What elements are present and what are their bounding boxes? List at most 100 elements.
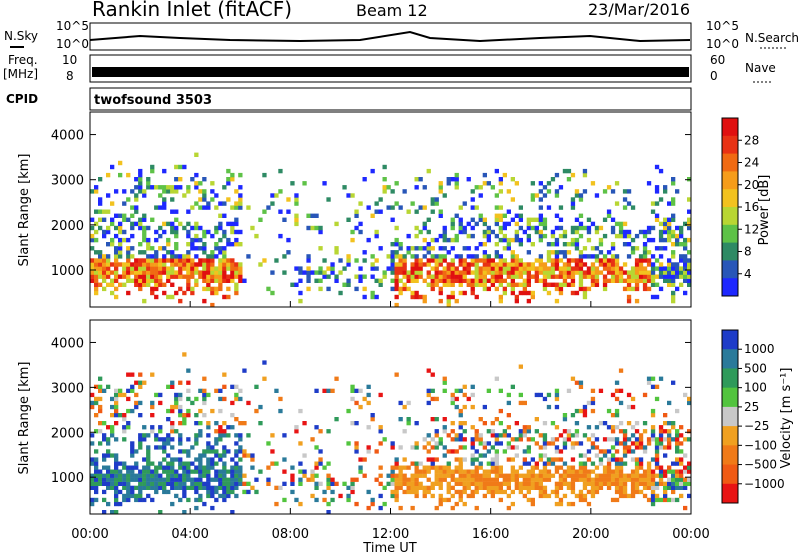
heatmap-cell: [430, 237, 435, 243]
heatmap-cell: [170, 258, 175, 263]
heatmap-cell: [538, 392, 543, 398]
heatmap-cell: [422, 221, 427, 227]
heatmap-cell: [490, 457, 495, 462]
heatmap-cell: [426, 262, 431, 267]
heatmap-cell: [522, 278, 527, 283]
heatmap-cell: [238, 421, 243, 426]
heatmap-cell: [675, 274, 680, 279]
heatmap-cell: [166, 384, 171, 389]
cpid-value: twofsound 3503: [94, 93, 212, 108]
heatmap-cell: [687, 461, 692, 466]
heatmap-cell: [206, 481, 211, 486]
heatmap-cell: [486, 258, 491, 263]
heatmap-cell: [498, 254, 503, 259]
heatmap-cell: [338, 258, 343, 263]
heatmap-cell: [667, 441, 672, 446]
heatmap-cell: [354, 477, 359, 482]
heatmap-cell: [514, 294, 519, 300]
heatmap-cell: [410, 262, 415, 267]
heatmap-cell: [138, 262, 143, 267]
heatmap-cell: [110, 262, 115, 267]
heatmap-cell: [462, 445, 467, 450]
heatmap-cell: [138, 481, 143, 486]
heatmap-cell: [622, 477, 628, 482]
heatmap-cell: [242, 421, 247, 426]
heatmap-cell: [294, 217, 299, 222]
heatmap-cell: [402, 258, 407, 263]
heatmap-cell: [486, 233, 491, 239]
heatmap-cell: [118, 237, 123, 243]
heatmap-cell: [134, 193, 139, 198]
heatmap-cell: [675, 461, 680, 466]
heatmap-cell: [586, 501, 592, 507]
heatmap-cell: [578, 441, 584, 446]
heatmap-cell: [658, 229, 664, 235]
heatmap-cell: [566, 433, 572, 438]
heatmap-cell: [610, 469, 616, 474]
heatmap-cell: [562, 270, 568, 275]
heatmap-cell: [198, 262, 203, 267]
heatmap-cell: [582, 274, 588, 279]
heatmap-cell: [610, 392, 616, 398]
heatmap-cell: [582, 433, 588, 438]
heatmap-cell: [266, 477, 271, 482]
velocity-ylabel: Slant Range [km]: [17, 362, 32, 475]
heatmap-cell: [262, 209, 267, 214]
heatmap-cell: [170, 294, 175, 300]
heatmap-cell: [490, 270, 495, 275]
ytick-label: 2000: [51, 219, 84, 234]
heatmap-cell: [94, 489, 99, 495]
heatmap-cell: [310, 473, 315, 478]
heatmap-cell: [542, 437, 548, 442]
heatmap-cell: [526, 461, 531, 466]
heatmap-cell: [562, 168, 568, 174]
heatmap-cell: [106, 209, 111, 214]
heatmap-cell: [150, 497, 155, 503]
heatmap-cell: [198, 388, 203, 393]
heatmap-cell: [110, 425, 115, 430]
heatmap-cell: [622, 229, 628, 235]
heatmap-cell: [390, 441, 395, 446]
heatmap-cell: [186, 262, 191, 267]
heatmap-cell: [658, 477, 664, 482]
heatmap-cell: [654, 274, 660, 279]
heatmap-cell: [574, 225, 580, 231]
heatmap-cell: [374, 201, 379, 206]
heatmap-cell: [646, 278, 652, 283]
heatmap-cell: [494, 205, 499, 210]
heatmap-cell: [230, 242, 235, 247]
heatmap-cell: [154, 229, 159, 235]
heatmap-cell: [558, 477, 564, 482]
heatmap-cell: [222, 445, 227, 450]
heatmap-cell: [562, 417, 568, 422]
heatmap-cell: [158, 437, 163, 442]
heatmap-cell: [534, 465, 539, 470]
heatmap-cell: [510, 177, 515, 182]
heatmap-cell: [470, 384, 475, 389]
heatmap-cell: [622, 197, 628, 202]
heatmap-cell: [238, 449, 243, 454]
heatmap-cell: [634, 429, 640, 434]
heatmap-cell: [570, 376, 576, 381]
heatmap-cell: [370, 213, 375, 218]
heatmap-cell: [514, 254, 519, 259]
heatmap-cell: [646, 441, 652, 446]
heatmap-cell: [390, 189, 395, 194]
heatmap-cell: [110, 396, 115, 402]
heatmap-cell: [294, 429, 299, 434]
heatmap-cell: [318, 278, 323, 283]
heatmap-cell: [687, 177, 692, 182]
heatmap-cell: [302, 469, 307, 474]
heatmap-cell: [158, 485, 163, 490]
heatmap-cell: [190, 485, 195, 490]
heatmap-cell: [518, 437, 523, 442]
heatmap-cell: [122, 189, 127, 194]
heatmap-cell: [510, 465, 515, 470]
heatmap-cell: [458, 225, 463, 231]
heatmap-cell: [542, 489, 548, 495]
heatmap-cell: [202, 270, 207, 275]
heatmap-cell: [170, 209, 175, 214]
heatmap-cell: [118, 413, 123, 418]
heatmap-cell: [106, 270, 111, 275]
colorbar-swatch: [722, 242, 738, 261]
